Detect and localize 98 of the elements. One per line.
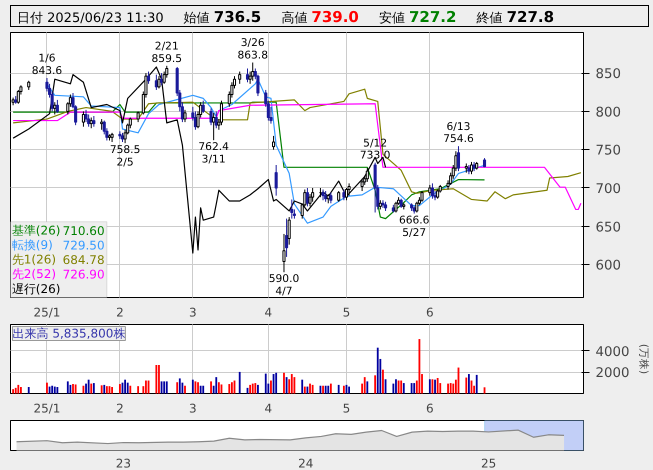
y-tick-label: 850 <box>596 67 621 82</box>
x-tick-label: 25/1 <box>33 402 60 416</box>
y-tick-label: 800 <box>596 105 621 120</box>
candlestick <box>272 135 276 150</box>
text: 遅行(26) <box>12 282 60 296</box>
candlestick <box>420 190 424 202</box>
annotation: 590.0 4/7 <box>268 272 300 298</box>
candlestick <box>238 71 242 84</box>
line-series <box>12 88 582 202</box>
y-tick-label: 600 <box>596 258 621 274</box>
annotation: 762.4 3/11 <box>198 140 230 166</box>
text: 基準(26) <box>12 223 60 238</box>
line-series <box>12 103 582 210</box>
candlestick <box>147 71 150 84</box>
x-tick-label: 3 <box>189 402 197 416</box>
x-tick-label: 23 <box>116 456 132 470</box>
candlestick <box>202 100 205 114</box>
x-tick-label: 3 <box>189 306 197 320</box>
text: 先1(26) <box>12 252 56 267</box>
text: 転換(9) <box>12 238 53 252</box>
candlestick <box>306 187 309 207</box>
x-tick-label: 4 <box>264 306 272 320</box>
candlestick <box>100 118 104 130</box>
candlestick <box>436 189 440 200</box>
x-tick-label: 25/1 <box>33 306 60 320</box>
x-tick-label: 6 <box>426 402 434 416</box>
candlestick <box>183 109 187 123</box>
annotation: 666.6 5/27 <box>398 214 430 239</box>
candlestick <box>360 178 364 192</box>
candlestick <box>311 187 314 202</box>
candlestick <box>220 100 224 126</box>
candlestick <box>394 201 398 213</box>
y-tick-label: 2000 <box>596 366 630 382</box>
candlestick <box>430 182 434 200</box>
annotation: 758.5 2/5 <box>110 143 140 169</box>
candlestick <box>415 201 418 213</box>
candlestick <box>87 114 90 128</box>
x-tick-label: 2 <box>116 306 124 320</box>
candlestick <box>470 161 474 175</box>
y-tick-label: 4000 <box>596 344 630 360</box>
candlestick <box>400 198 403 208</box>
text: 安値 727.2 <box>378 8 456 26</box>
candlestick <box>348 182 351 196</box>
candlestick <box>274 164 278 196</box>
text: 先2(52) <box>12 267 56 282</box>
candlestick <box>90 117 93 129</box>
candlestick <box>27 80 30 90</box>
candlestick <box>464 162 468 174</box>
chart-title: 出来高 5,835,800株 <box>12 326 126 340</box>
candlestick <box>16 89 20 104</box>
x-tick-label: 5 <box>342 402 350 416</box>
candlestick <box>56 99 59 114</box>
annotation: 684.78 <box>62 253 105 268</box>
candlestick <box>285 218 288 258</box>
text: 高値 739.0 <box>281 8 359 26</box>
candlestick <box>322 189 325 201</box>
annotation: 726.90 <box>62 268 105 282</box>
annotation: 3/26 863.8 <box>237 36 268 62</box>
candlestick <box>251 62 254 82</box>
x-tick-label: 5 <box>342 306 350 320</box>
annotation: 2/21 859.5 <box>152 39 182 65</box>
candlestick <box>157 76 160 89</box>
candlestick <box>84 109 88 123</box>
candlestick <box>326 194 330 204</box>
candlestick <box>374 162 377 213</box>
candlestick <box>329 192 332 204</box>
x-tick-label: 25 <box>480 456 496 470</box>
annotation: 710.60 <box>62 224 105 238</box>
candlestick <box>282 233 286 273</box>
x-tick-label: 24 <box>298 456 314 470</box>
candlestick <box>344 187 348 201</box>
y-tick-label: 700 <box>596 182 621 197</box>
x-tick-label: 4 <box>264 402 272 416</box>
candlestick <box>53 102 56 115</box>
x-tick-label: 6 <box>426 306 434 320</box>
candlestick <box>456 146 460 172</box>
candlestick <box>110 132 114 143</box>
candlestick <box>92 115 96 128</box>
annotation: 6/13 754.6 <box>443 120 474 146</box>
x-tick-label: 2 <box>116 402 124 416</box>
candlestick <box>366 168 369 182</box>
annotation: 729.50 <box>62 238 105 253</box>
candlestick <box>214 110 218 129</box>
candlestick <box>337 190 340 202</box>
candlestick <box>136 110 140 123</box>
candlestick <box>384 201 388 212</box>
y-tick-label: 650 <box>596 220 621 236</box>
chart-title: 日付 2025/06/23 11:30 <box>17 11 164 26</box>
candlestick <box>160 72 164 86</box>
candlestick <box>210 108 213 126</box>
text: 終値 727.8 <box>476 8 554 26</box>
candlestick <box>288 216 291 246</box>
annotation: 1/6 843.6 <box>32 52 62 77</box>
text: 始値 736.5 <box>184 8 262 26</box>
candlestick <box>378 200 382 210</box>
candlestick <box>290 198 294 220</box>
y-tick-label: 750 <box>596 144 621 159</box>
y-axis-title: (万株) <box>637 344 650 374</box>
